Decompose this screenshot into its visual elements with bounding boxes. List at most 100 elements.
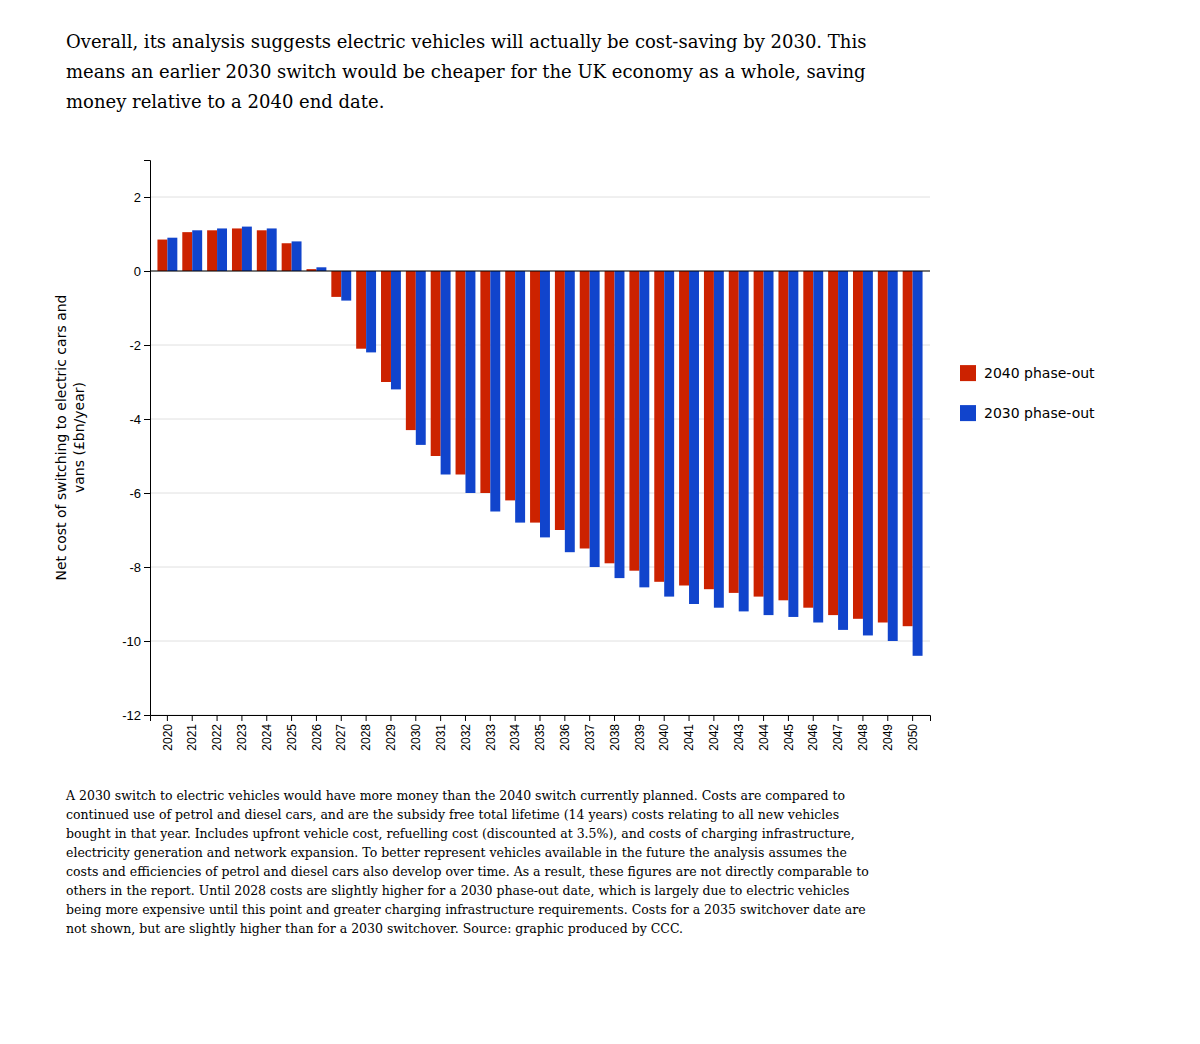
x-tick-mark xyxy=(639,715,640,721)
bar xyxy=(242,227,252,271)
x-tick: 2033 xyxy=(484,715,498,751)
bar xyxy=(331,271,341,297)
x-tick-mark xyxy=(366,715,367,721)
x-tick: 2031 xyxy=(434,715,448,751)
y-tick: -2 xyxy=(129,338,150,353)
bar xyxy=(654,271,664,582)
x-tick-mark xyxy=(490,715,491,721)
x-tick-label: 2036 xyxy=(558,724,572,751)
x-tick-label: 2027 xyxy=(334,724,348,751)
x-tick: 2035 xyxy=(533,715,547,751)
y-tick: -12 xyxy=(122,708,150,723)
bar xyxy=(903,271,913,626)
bar xyxy=(828,271,838,615)
bar xyxy=(863,271,873,635)
x-tick-label: 2029 xyxy=(384,724,398,751)
x-tick-label: 2040 xyxy=(657,724,671,751)
bar xyxy=(207,230,217,271)
bar xyxy=(813,271,823,623)
bar xyxy=(192,230,202,271)
bar xyxy=(232,228,242,271)
bar xyxy=(788,271,798,617)
x-tick: 2045 xyxy=(782,715,796,751)
series xyxy=(157,228,912,626)
y-axis-line xyxy=(144,161,151,716)
annotation: A 2030 switch to electric vehicles would… xyxy=(65,788,869,936)
x-tick-mark xyxy=(813,715,814,721)
bar xyxy=(356,271,366,349)
bar xyxy=(838,271,848,630)
x-tick-mark xyxy=(689,715,690,721)
bar xyxy=(913,271,923,656)
x-tick-label: 2039 xyxy=(633,724,647,751)
x-tick: 2050 xyxy=(906,715,920,751)
y-tick: -6 xyxy=(129,486,150,501)
bar xyxy=(431,271,441,456)
bar xyxy=(157,240,167,271)
y-tick-mark xyxy=(144,493,150,494)
x-tick-label: 2025 xyxy=(285,724,299,751)
x-tick-label: 2046 xyxy=(806,724,820,751)
x-tick-label: 2050 xyxy=(906,724,920,751)
y-tick: 2 xyxy=(134,190,150,205)
bar xyxy=(555,271,565,530)
bar xyxy=(381,271,391,382)
bars xyxy=(157,227,922,656)
y-tick-mark xyxy=(144,641,150,642)
bar xyxy=(679,271,689,586)
x-tick: 2047 xyxy=(831,715,845,751)
bar xyxy=(441,271,451,475)
y-tick-mark xyxy=(144,271,150,272)
x-tick-mark xyxy=(291,715,292,721)
x-tick-label: 2033 xyxy=(484,724,498,751)
x-tick-mark xyxy=(192,715,193,721)
y-tick-label: -2 xyxy=(129,338,141,353)
x-tick-mark xyxy=(838,715,839,721)
x-tick: 2032 xyxy=(459,715,473,751)
zero-line xyxy=(150,271,930,272)
x-tick: 2039 xyxy=(633,715,647,751)
x-tick-label: 2037 xyxy=(583,724,597,751)
x-tick-label: 2035 xyxy=(533,724,547,751)
x-tick-mark xyxy=(664,715,665,721)
bar xyxy=(853,271,863,619)
x-tick: 2022 xyxy=(210,715,224,751)
x-axis-line xyxy=(151,716,931,722)
bar xyxy=(615,271,625,578)
bar xyxy=(878,271,888,623)
bar xyxy=(465,271,475,493)
bar xyxy=(689,271,699,604)
legend-item: 2040 phase-out xyxy=(960,365,1095,381)
x-tick: 2040 xyxy=(657,715,671,751)
x-tick: 2043 xyxy=(732,715,746,751)
legend-item: 2030 phase-out xyxy=(960,405,1095,421)
bar xyxy=(888,271,898,641)
bar xyxy=(341,271,351,301)
bar xyxy=(639,271,649,587)
legend-swatch xyxy=(960,405,976,421)
y-tick-mark xyxy=(144,567,150,568)
legend-label: 2040 phase-out xyxy=(984,365,1095,381)
footer: A 2030 switch to electric vehicles would… xyxy=(65,788,869,936)
x-tick: 2038 xyxy=(608,715,622,751)
x-tick: 2021 xyxy=(185,715,199,751)
bar xyxy=(480,271,490,493)
y-tick-label: -12 xyxy=(122,708,141,723)
bar xyxy=(565,271,575,552)
x-tick-label: 2022 xyxy=(210,724,224,751)
bar xyxy=(267,228,277,271)
x-tick: 2034 xyxy=(508,715,522,751)
x-tick-mark xyxy=(515,715,516,721)
bar xyxy=(217,228,227,271)
legend-label: 2030 phase-out xyxy=(984,405,1095,421)
bar xyxy=(282,243,292,271)
x-tick-label: 2049 xyxy=(881,724,895,751)
x-tick-label: 2034 xyxy=(508,724,522,751)
x-tick-mark xyxy=(614,715,615,721)
x-tick-mark xyxy=(241,715,242,721)
legend: 2040 phase-out 2030 phase-out xyxy=(960,365,1095,421)
x-tick: 2044 xyxy=(757,715,771,751)
bar xyxy=(580,271,590,549)
x-tick: 2028 xyxy=(359,715,373,751)
x-tick-label: 2020 xyxy=(161,724,175,751)
